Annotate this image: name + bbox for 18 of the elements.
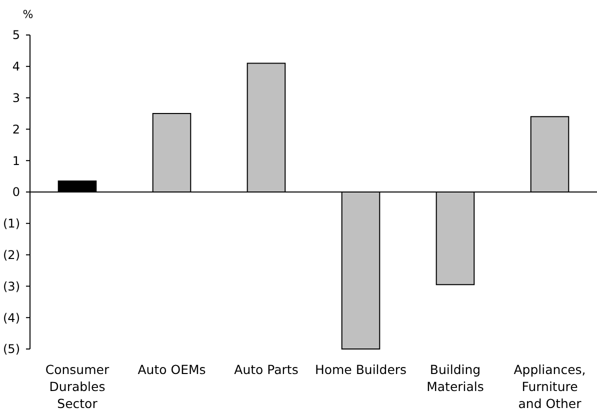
y-tick-label: 5 xyxy=(12,28,20,42)
y-tick-label: 3 xyxy=(12,91,20,105)
x-tick-label: Auto Parts xyxy=(234,362,298,377)
x-tick-label: Auto OEMs xyxy=(138,362,206,377)
x-tick-label: Building Materials xyxy=(426,362,484,394)
y-tick-label: 4 xyxy=(12,60,20,74)
y-tick-label: (1) xyxy=(3,216,20,231)
y-tick-label: (3) xyxy=(3,279,20,294)
y-tick-label: (2) xyxy=(3,248,20,262)
y-tick-label: 1 xyxy=(12,154,20,168)
y-axis-title: % xyxy=(22,8,34,21)
x-tick-label: Consumer Durables Sector xyxy=(45,362,110,410)
x-tick-label: Home Builders xyxy=(314,362,407,377)
y-tick-label: 2 xyxy=(12,122,20,136)
y-tick-label: (5) xyxy=(3,342,20,356)
x-tick-label: Appliances, Furniture and Other xyxy=(514,362,586,410)
y-tick-label: (4) xyxy=(3,310,20,325)
y-tick-label: 0 xyxy=(12,185,20,200)
